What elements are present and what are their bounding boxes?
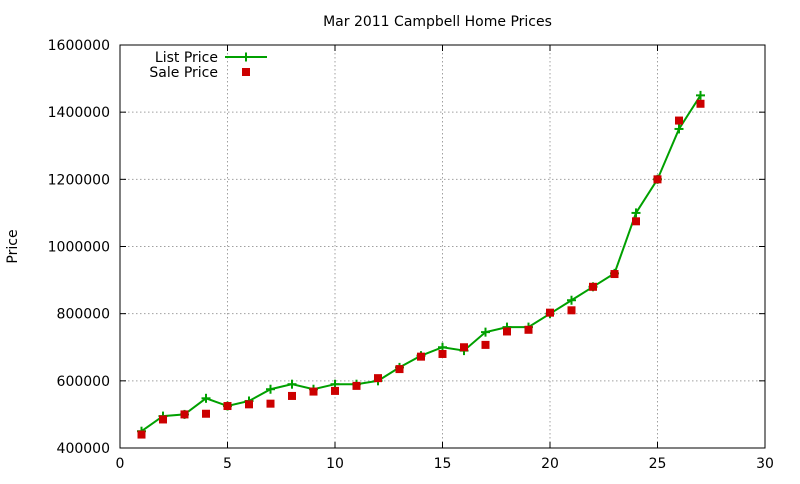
y-tick-label: 1600000: [48, 38, 110, 54]
sale-price-point: [653, 175, 662, 184]
sale-price-point: [524, 325, 533, 334]
legend-label-list-price: List Price: [155, 50, 218, 66]
x-tick-label: 15: [434, 456, 452, 472]
sale-price-point: [696, 99, 705, 108]
sale-price-point: [610, 270, 619, 279]
sale-price-point: [180, 410, 189, 419]
x-tick-label: 5: [223, 456, 232, 472]
list-price-point: [201, 393, 211, 403]
y-tick-label: 1200000: [48, 172, 110, 188]
sale-price-point: [137, 430, 146, 439]
sale-price-point: [352, 381, 361, 390]
list-price-point: [674, 124, 684, 134]
legend-swatch-sale-price: [242, 68, 250, 76]
sale-price-point: [460, 343, 468, 352]
sale-price-point: [567, 306, 576, 315]
grid: [120, 45, 765, 448]
y-tick-label: 600000: [57, 374, 110, 390]
y-tick-label: 400000: [57, 441, 110, 457]
sale-price-point: [374, 374, 382, 383]
x-tick-label: 20: [541, 456, 559, 472]
sale-price-point: [675, 116, 683, 125]
y-axis-label: Price: [5, 229, 21, 263]
sale-price-point: [159, 415, 167, 424]
series-sale-price: [137, 99, 705, 439]
sale-price-point: [632, 217, 640, 226]
sale-price-point: [223, 402, 232, 411]
legend-label-sale-price: Sale Price: [149, 65, 218, 81]
legend-swatch-list-price: [225, 52, 267, 62]
y-tick-label: 1400000: [48, 105, 110, 121]
x-tick-label: 30: [756, 456, 774, 472]
list-price-point: [481, 327, 490, 337]
sale-price-point: [309, 387, 318, 396]
x-tick-label: 25: [649, 456, 667, 472]
list-price-point: [696, 90, 705, 100]
sale-price-point: [395, 365, 404, 374]
list-price-point: [266, 384, 275, 394]
list-price-point: [567, 295, 576, 305]
y-tick-label: 800000: [57, 307, 110, 323]
sale-price-point: [288, 391, 296, 400]
y-tick-label: 1000000: [48, 240, 110, 256]
list-price-point: [631, 208, 641, 218]
sale-price-point: [503, 327, 511, 336]
series-list-price: [137, 90, 705, 436]
sale-price-point: [481, 340, 490, 349]
series-layer: [137, 90, 705, 439]
sale-price-point: [417, 352, 425, 361]
sale-price-point: [331, 386, 339, 395]
axis-ticks: 0 5 10 15 20 25 30 400000 600000 800000 1000000 120…: [48, 38, 774, 472]
sale-price-point: [589, 282, 597, 291]
sale-price-point: [546, 308, 554, 317]
x-tick-label: 10: [326, 456, 344, 472]
sale-price-point: [438, 349, 447, 358]
sale-price-point: [266, 399, 275, 408]
x-tick-label: 0: [116, 456, 125, 472]
list-price-point: [287, 379, 297, 389]
sale-price-point: [245, 400, 253, 409]
chart-title: Mar 2011 Campbell Home Prices: [323, 14, 552, 30]
sale-price-point: [202, 409, 210, 418]
